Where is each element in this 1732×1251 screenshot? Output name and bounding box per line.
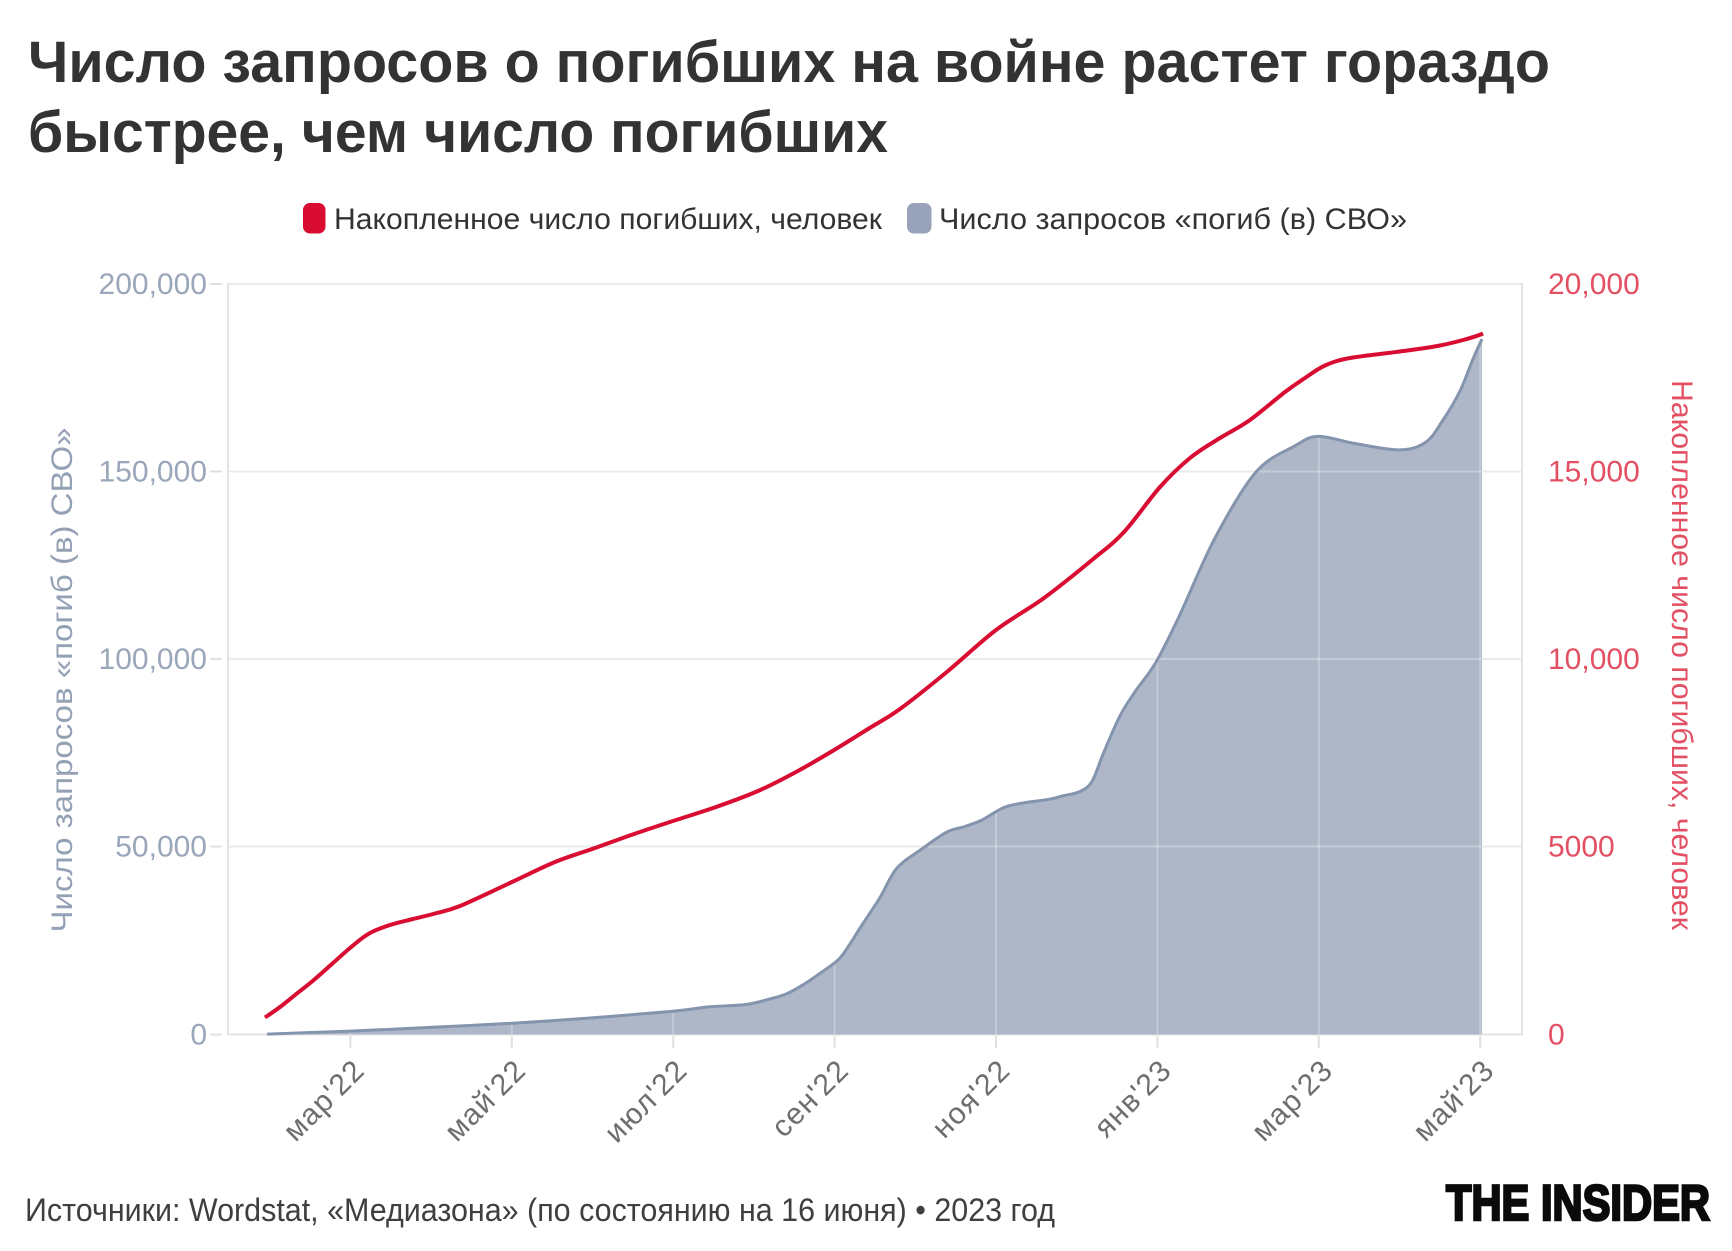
svg-text:Накопленное число погибших, че: Накопленное число погибших, человек [1665, 380, 1698, 931]
svg-text:Число запросов о погибших на в: Число запросов о погибших на войне расте… [28, 30, 1550, 95]
svg-text:быстрее, чем число погибших: быстрее, чем число погибших [28, 100, 888, 165]
svg-text:15,000: 15,000 [1548, 456, 1640, 489]
svg-text:Число запросов «погиб (в) СВО»: Число запросов «погиб (в) СВО» [939, 203, 1407, 236]
svg-text:THE INSIDER: THE INSIDER [1446, 1175, 1710, 1231]
svg-text:5000: 5000 [1548, 831, 1615, 864]
svg-text:Число запросов «погиб (в) СВО»: Число запросов «погиб (в) СВО» [46, 428, 79, 933]
svg-text:Источники: Wordstat, «Медиазон: Источники: Wordstat, «Медиазона» (по сос… [25, 1192, 1055, 1228]
svg-text:10,000: 10,000 [1548, 643, 1640, 676]
svg-text:0: 0 [1548, 1019, 1565, 1052]
svg-text:0: 0 [190, 1019, 207, 1052]
svg-text:200,000: 200,000 [99, 268, 207, 301]
svg-text:Накопленное число погибших, че: Накопленное число погибших, человек [334, 203, 883, 236]
svg-text:50,000: 50,000 [115, 831, 207, 864]
svg-text:100,000: 100,000 [99, 643, 207, 676]
svg-text:150,000: 150,000 [99, 456, 207, 489]
svg-text:20,000: 20,000 [1548, 268, 1640, 301]
